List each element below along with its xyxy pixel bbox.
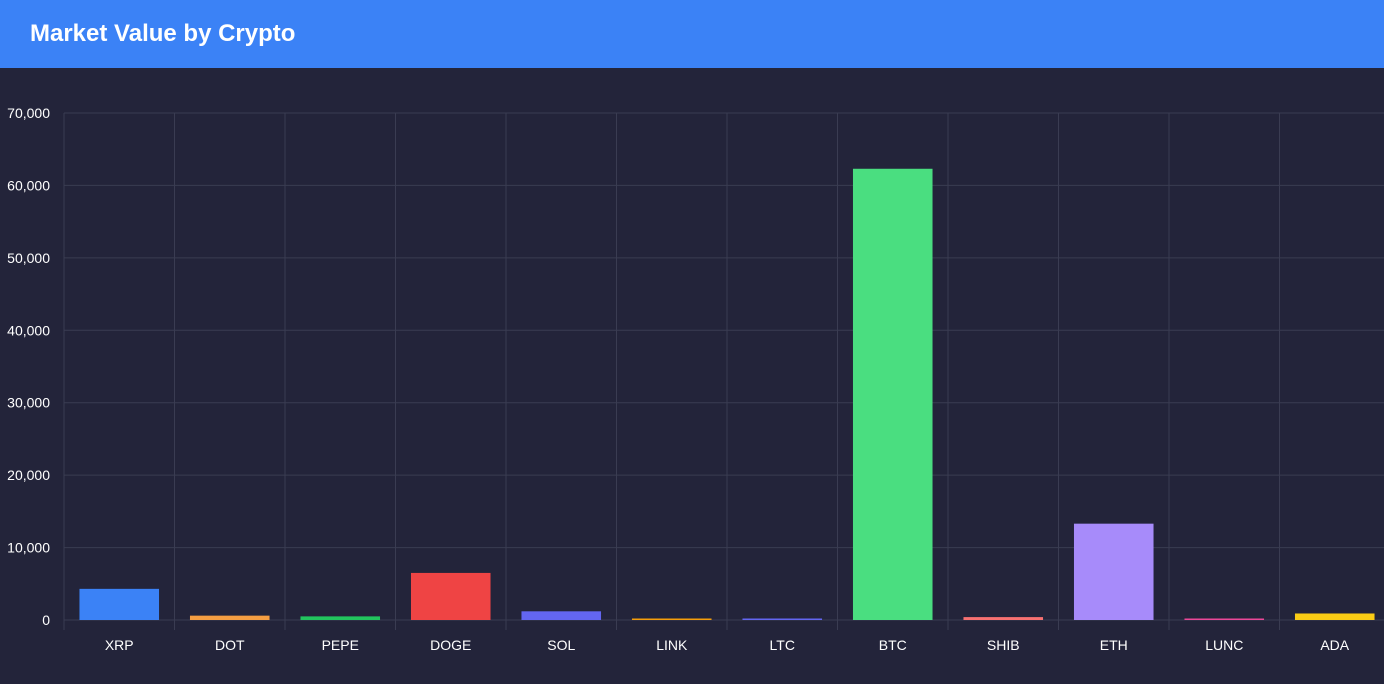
- x-tick-label: ADA: [1320, 637, 1349, 653]
- bars-layer: [79, 168, 1375, 621]
- y-tick-label: 50,000: [7, 250, 50, 266]
- bar-doge[interactable]: [410, 572, 491, 620]
- y-tick-label: 0: [42, 612, 50, 628]
- bar-xrp[interactable]: [79, 588, 160, 620]
- grid-layer: [63, 112, 1384, 630]
- bar-btc[interactable]: [852, 168, 933, 620]
- bar-dot[interactable]: [189, 615, 270, 620]
- bar-shib[interactable]: [963, 617, 1044, 620]
- x-tick-label: PEPE: [322, 637, 359, 653]
- bar-lunc[interactable]: [1184, 618, 1265, 621]
- y-tick-label: 30,000: [7, 395, 50, 411]
- x-tick-label: DOGE: [430, 637, 471, 653]
- x-tick-label: DOT: [215, 637, 245, 653]
- x-tick-label: SHIB: [987, 637, 1020, 653]
- chart-panel: 0 10,000 20,000 30,000 40,000 50,000 60,000 70,…: [0, 68, 1384, 684]
- x-tick-label: ETH: [1100, 637, 1128, 653]
- x-tick-label: SOL: [547, 637, 575, 653]
- bar-sol[interactable]: [521, 611, 602, 620]
- bar-link[interactable]: [631, 618, 712, 621]
- x-tick-label: LUNC: [1205, 637, 1243, 653]
- x-tick-label: BTC: [879, 637, 907, 653]
- bar-chart: 0 10,000 20,000 30,000 40,000 50,000 60,000 70,…: [7, 105, 1384, 653]
- y-tick-label: 10,000: [7, 540, 50, 556]
- bar-eth[interactable]: [1073, 523, 1154, 620]
- y-tick-label: 70,000: [7, 105, 50, 121]
- x-tick-label: LINK: [656, 637, 688, 653]
- x-tick-label: XRP: [105, 637, 134, 653]
- bar-ada[interactable]: [1294, 613, 1375, 620]
- bar-ltc[interactable]: [742, 618, 823, 621]
- bar-pepe[interactable]: [300, 616, 381, 620]
- y-tick-label: 40,000: [7, 322, 50, 338]
- chart-title: Market Value by Crypto: [30, 20, 296, 47]
- chart-header: Market Value by Crypto: [0, 0, 1384, 68]
- y-tick-label: 20,000: [7, 467, 50, 483]
- axis-layer: 0 10,000 20,000 30,000 40,000 50,000 60,000 70,…: [7, 105, 1350, 653]
- x-tick-label: LTC: [770, 637, 795, 653]
- y-tick-label: 60,000: [7, 177, 50, 193]
